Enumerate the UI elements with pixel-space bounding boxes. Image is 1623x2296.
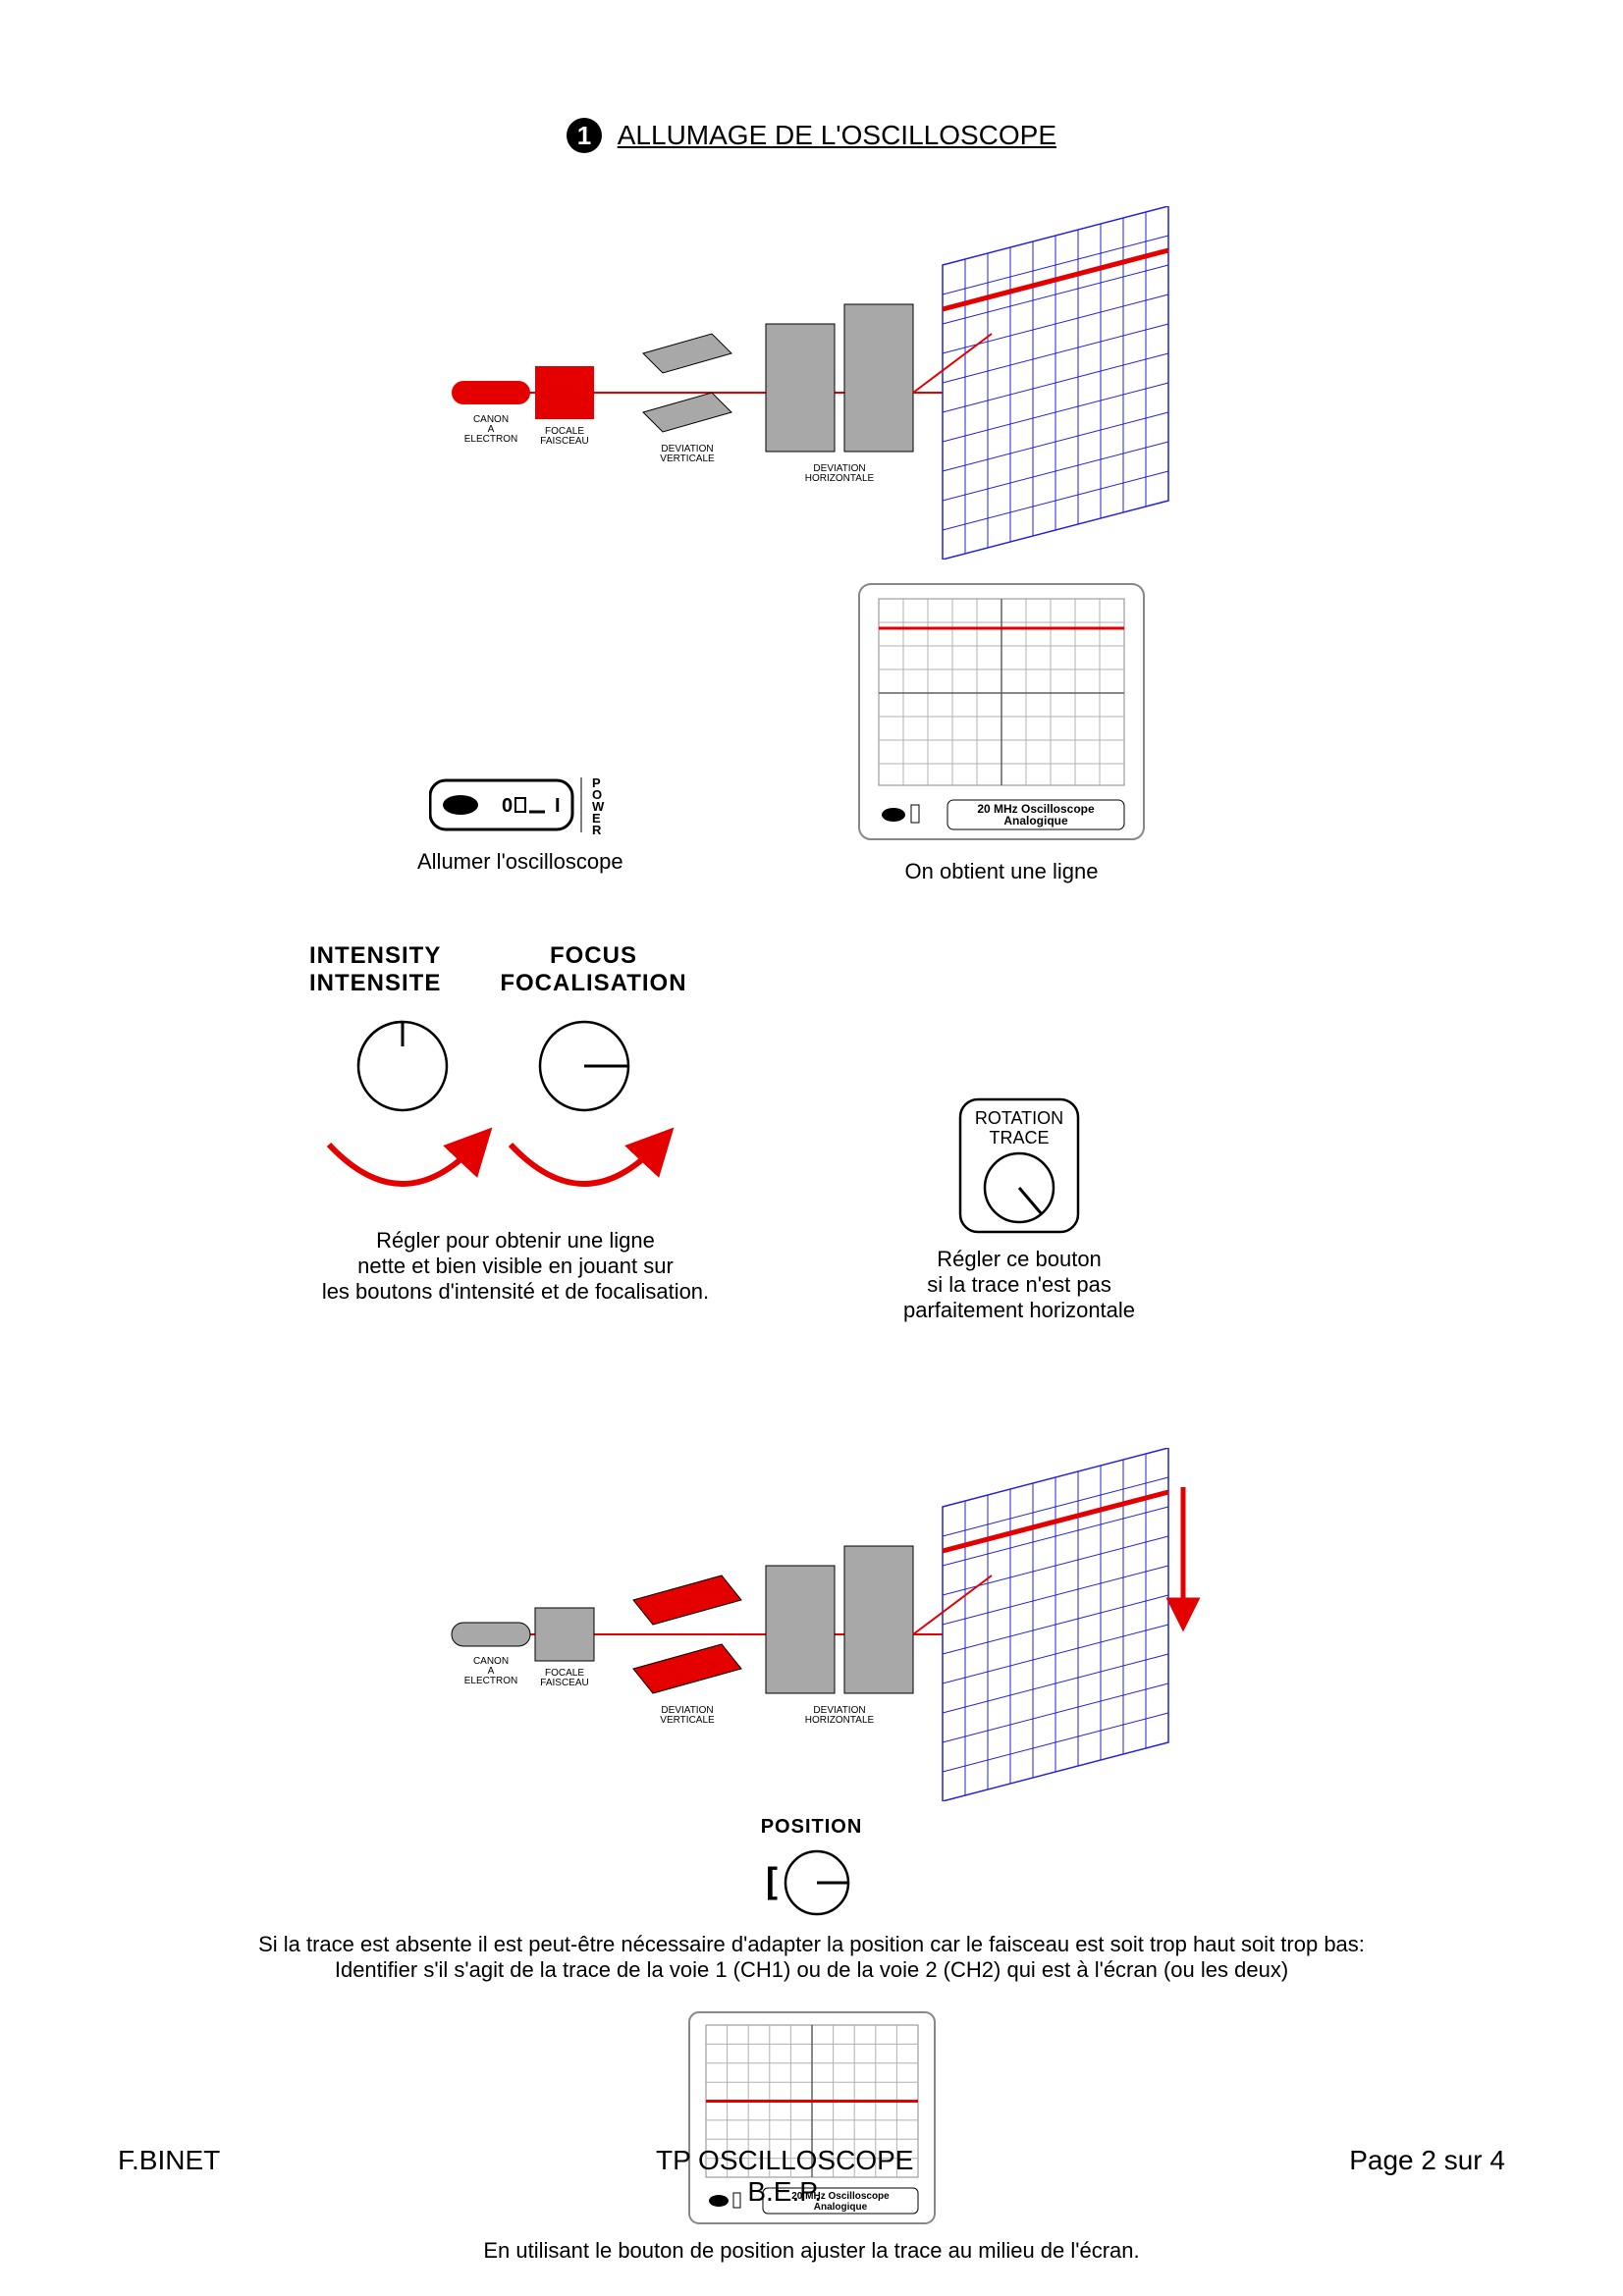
position-block: POSITION [ Si la trace est absente il es… [0, 1816, 1623, 1983]
svg-text:Analogique: Analogique [1003, 814, 1068, 828]
rotation-label-1: ROTATION [975, 1108, 1063, 1128]
scope1-caption: On obtient une ligne [854, 859, 1149, 884]
svg-text:[: [ [766, 1860, 778, 1900]
position-knob-icon: [ [758, 1839, 866, 1927]
footer-right: Page 2 sur 4 [1349, 2145, 1505, 2208]
intensity-label-1: INTENSITY [309, 942, 441, 970]
diagram-svg-2: CANONAELECTRON FOCALEFAISCEAU DEVIATIONV… [442, 1448, 1208, 1801]
electron-gun-diagram-2: CANONAELECTRON FOCALEFAISCEAU DEVIATIONV… [442, 1448, 1208, 1806]
svg-text:0: 0 [502, 795, 513, 817]
knobs-caption: Régler pour obtenir une ligne nette et b… [309, 1228, 722, 1305]
position-text: Si la trace est absente il est peut-être… [0, 1932, 1623, 1983]
svg-text:I: I [555, 795, 561, 817]
page-title: 1 ALLUMAGE DE L'OSCILLOSCOPE [0, 118, 1623, 153]
knobs-svg [309, 997, 692, 1223]
rotation-label-2: TRACE [990, 1128, 1050, 1148]
intensity-focus-block: INTENSITY INTENSITE FOCUS FOCALISATION [309, 942, 722, 1305]
power-switch-icon: 0 I P O W E R [429, 766, 611, 844]
diagram-svg: CANONAELECTRON FOCALEFAISCEAU DEVIATIONV… [442, 206, 1208, 560]
footer-center: TP OSCILLOSCOPE B.E.P. [656, 2145, 913, 2208]
position-label: POSITION [0, 1816, 1623, 1839]
dev-h-label: DEVIATIONHORIZONTALE [805, 463, 875, 484]
footer-left: F.BINET [118, 2145, 220, 2208]
svg-text:DEVIATIONHORIZONTALE: DEVIATIONHORIZONTALE [805, 1705, 875, 1726]
footer-center-1: TP OSCILLOSCOPE [656, 2145, 913, 2176]
section-number-icon: 1 [567, 118, 602, 153]
canon-label: CANONAELECTRON [464, 414, 517, 445]
page: 1 ALLUMAGE DE L'OSCILLOSCOPE [0, 0, 1623, 2296]
page-footer: F.BINET TP OSCILLOSCOPE B.E.P. Page 2 su… [118, 2145, 1505, 2208]
svg-text:FOCALEFAISCEAU: FOCALEFAISCEAU [540, 1668, 588, 1688]
scope-device-2: 20 MHz Oscilloscope Analogique En utilis… [0, 2007, 1623, 2264]
footer-center-2: B.E.P. [656, 2176, 913, 2208]
focus-label-2: FOCALISATION [500, 970, 686, 997]
scope-device-1: 20 MHz Oscilloscope Analogique On obtien… [854, 579, 1149, 884]
title-text: ALLUMAGE DE L'OSCILLOSCOPE [618, 120, 1056, 150]
svg-text:DEVIATIONVERTICALE: DEVIATIONVERTICALE [660, 1705, 715, 1726]
power-switch-block: 0 I P O W E R Allumer l'oscilloscope [417, 766, 623, 875]
svg-text:CANONAELECTRON: CANONAELECTRON [464, 1656, 517, 1686]
focale-label: FOCALEFAISCEAU [540, 426, 588, 447]
power-caption: Allumer l'oscilloscope [417, 849, 623, 875]
rotation-caption: Régler ce bouton si la trace n'est pas p… [903, 1247, 1135, 1323]
electron-gun-diagram-1: CANONAELECTRON FOCALEFAISCEAU DEVIATIONV… [442, 206, 1208, 564]
dev-v-label: DEVIATIONVERTICALE [660, 444, 715, 464]
focus-label-1: FOCUS [500, 942, 686, 970]
scope-icon: 20 MHz Oscilloscope Analogique [854, 579, 1149, 854]
svg-text:R: R [592, 823, 602, 837]
intensity-label-2: INTENSITE [309, 970, 441, 997]
scope2-caption: En utilisant le bouton de position ajust… [0, 2238, 1623, 2264]
rotation-trace-icon: ROTATION TRACE [946, 1095, 1093, 1242]
rotation-trace-block: ROTATION TRACE Régler ce bouton si la tr… [903, 1095, 1135, 1323]
